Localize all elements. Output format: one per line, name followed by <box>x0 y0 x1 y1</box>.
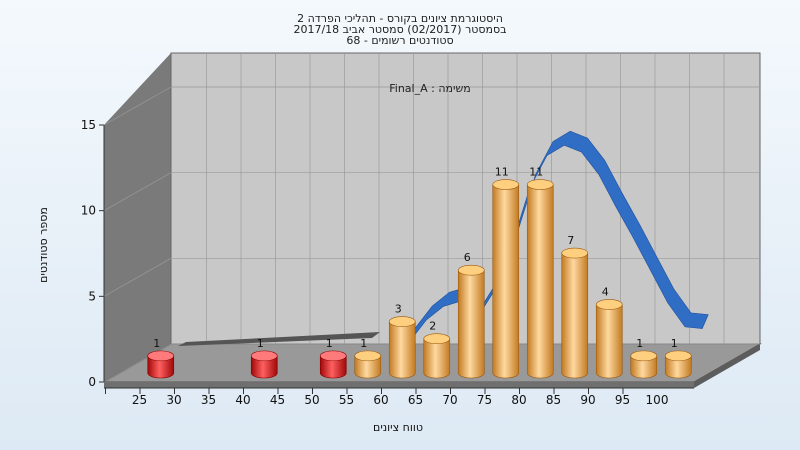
bar-cap <box>457 264 485 276</box>
bar-body <box>388 321 416 379</box>
gridlines <box>103 53 760 383</box>
bar-value-label: 3 <box>395 303 402 316</box>
x-tick-label: 60 <box>373 393 388 407</box>
bar-57.5: 1 <box>354 337 382 379</box>
bar-cap <box>526 179 554 190</box>
bar-77.5: 11 <box>492 166 520 379</box>
bar-62.5: 3 <box>388 303 416 379</box>
bar-value-label: 1 <box>326 337 333 350</box>
bar-value-label: 1 <box>360 337 367 350</box>
bar-body <box>250 355 278 379</box>
x-tick-label: 85 <box>546 393 561 407</box>
chart-subtitle: משימה : Final_A <box>389 82 470 95</box>
bar-body <box>664 355 692 379</box>
bar-92.5: 4 <box>595 285 623 379</box>
y-axis: 0 5 10 15 <box>81 118 105 389</box>
bar-body <box>630 355 658 379</box>
floor-right-edge <box>694 344 760 388</box>
side-wall <box>104 53 171 382</box>
bar-body <box>423 338 451 379</box>
x-tick-label: 95 <box>615 393 630 407</box>
grid-line-side <box>103 86 172 126</box>
y-axis-label: מספר סטודנטים <box>37 207 50 283</box>
chart-title-line: סטודנטים רשומים - 68 <box>346 34 453 47</box>
bar-body <box>595 304 623 379</box>
x-tick-label: 70 <box>442 393 457 407</box>
chart-title-line: בסמסטר (02/2017) סמסטר אביב 2017/18 <box>293 23 506 36</box>
bar-82.5: 11 <box>526 166 554 379</box>
bar-97.5: 1 <box>630 337 658 379</box>
bar-value-label: 4 <box>602 285 609 298</box>
bar-72.5: 6 <box>457 251 485 379</box>
bar-body <box>492 184 520 379</box>
chart-title-line: היסטוגרמת ציונים בקורס - תהליכי הפרדה 2 <box>297 12 503 25</box>
bar-value-label: 2 <box>429 320 436 333</box>
bar-value-label: 11 <box>529 166 543 179</box>
bar-body <box>354 355 382 379</box>
x-tick-label: 50 <box>304 393 319 407</box>
bar-cap <box>664 350 692 362</box>
x-tick-label: 55 <box>339 393 354 407</box>
bar-cap <box>630 350 658 362</box>
floor-front-edge <box>104 382 694 388</box>
x-tick-label: 65 <box>408 393 423 407</box>
x-tick-label: 40 <box>235 393 250 407</box>
y-tick-label: 0 <box>88 375 96 389</box>
bar-cap <box>388 316 416 327</box>
bar-cap <box>492 179 520 190</box>
x-tick-label: 80 <box>511 393 526 407</box>
y-tick-label: 5 <box>88 289 96 303</box>
bar-cap <box>595 299 623 310</box>
x-axis: 25 30 35 40 45 50 55 60 65 70 75 80 85 90 95 100 <box>104 387 694 407</box>
bar-value-label: 7 <box>567 234 574 247</box>
grid-line-side <box>103 258 172 297</box>
bar-value-label: 11 <box>495 166 509 179</box>
x-tick-label: 75 <box>477 393 492 407</box>
x-tick-label: 45 <box>270 393 285 407</box>
bar-body <box>319 355 347 379</box>
bar-value-label: 1 <box>257 337 264 350</box>
bar-27.5: 1 <box>147 337 175 379</box>
bar-cap <box>423 333 451 345</box>
bar-value-label: 1 <box>153 337 160 350</box>
bar-102.5: 1 <box>664 337 692 379</box>
bar-cap <box>561 247 589 259</box>
x-tick-label: 35 <box>201 393 216 407</box>
chart-title: היסטוגרמת ציונים בקורס - תהליכי הפרדה 2ב… <box>293 12 506 47</box>
bar-cap <box>147 350 175 362</box>
bar-body <box>526 184 554 379</box>
x-axis-label: טווח ציונים <box>373 421 423 434</box>
bar-87.5: 7 <box>561 234 589 379</box>
x-tick-label: 30 <box>166 393 181 407</box>
bar-42.5: 1 <box>250 337 278 379</box>
bar-52.5: 1 <box>319 337 347 379</box>
bar-body <box>561 252 589 379</box>
x-tick-label: 25 <box>132 393 147 407</box>
grid-line-side <box>103 172 172 211</box>
bar-67.5: 2 <box>423 320 451 379</box>
bar-value-label: 1 <box>671 337 678 350</box>
bar-cap <box>354 350 382 362</box>
grid-line-side <box>103 343 172 383</box>
bar-body <box>457 269 485 379</box>
bar-cap <box>250 350 278 362</box>
back-shelf <box>178 332 380 346</box>
bar-body <box>147 355 175 379</box>
bar-cap <box>319 350 347 362</box>
bar-value-label: 6 <box>464 251 471 264</box>
bar-value-label: 1 <box>636 337 643 350</box>
y-tick-label: 10 <box>81 204 96 218</box>
x-tick-label: 90 <box>580 393 595 407</box>
x-tick-label: 100 <box>646 393 669 407</box>
y-tick-label: 15 <box>81 118 96 132</box>
